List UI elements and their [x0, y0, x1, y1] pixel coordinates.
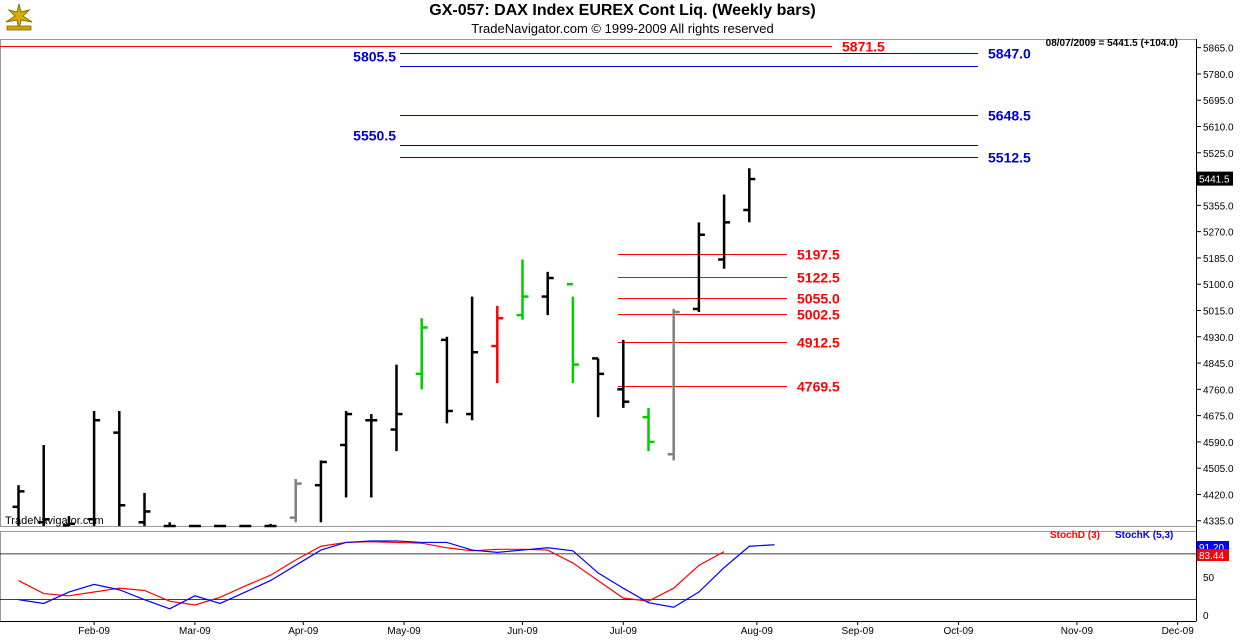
level-label: 4769.5	[797, 379, 840, 395]
price-tick-label: 5100.0	[1203, 280, 1234, 291]
price-tick-label: 4930.0	[1203, 333, 1234, 344]
price-tick-label: 4675.0	[1203, 412, 1234, 423]
level-label: 5550.5	[353, 128, 396, 144]
level-label: 5512.5	[988, 150, 1031, 166]
time-tick-label: Aug-09	[741, 626, 774, 637]
stoch-k-line	[18, 540, 775, 610]
price-tick-label: 5185.0	[1203, 254, 1234, 265]
date-price-readout: 08/07/2009 = 5441.5 (+104.0)	[1046, 38, 1178, 49]
level-label: 5122.5	[797, 270, 840, 286]
time-tick-label: Oct-09	[943, 626, 973, 637]
stoch-d-legend: StochD (3)	[1050, 530, 1100, 541]
level-label: 5648.5	[988, 108, 1031, 124]
price-tick-label: 5865.0	[1203, 44, 1234, 55]
tradenavigator-logo-icon	[5, 3, 33, 31]
level-label: 4912.5	[797, 335, 840, 351]
level-label: 5871.5	[842, 39, 885, 55]
last-price-label: 5441.5	[1199, 175, 1230, 186]
stoch-tick-label: 0	[1203, 611, 1209, 622]
price-tick-label: 5270.0	[1203, 228, 1234, 239]
price-tick-label: 5695.0	[1203, 96, 1234, 107]
stoch-d-line	[18, 541, 725, 606]
price-tick-label: 5525.0	[1203, 149, 1234, 160]
level-label: 5197.5	[797, 247, 840, 263]
time-tick-label: Apr-09	[288, 626, 318, 637]
stoch-k-value: 91.20	[1199, 543, 1224, 554]
price-tick-label: 5610.0	[1203, 123, 1234, 134]
price-tick-label: 5780.0	[1203, 70, 1234, 81]
stoch-d-value-badge	[1197, 549, 1229, 561]
chart-title: GX-057: DAX Index EUREX Cont Liq. (Weekl…	[429, 2, 816, 19]
price-tick-label: 5355.0	[1203, 201, 1234, 212]
time-tick-label: Feb-09	[78, 626, 110, 637]
time-tick-label: Sep-09	[842, 626, 875, 637]
level-label: 5002.5	[797, 307, 840, 323]
level-label: 5847.0	[988, 46, 1031, 62]
price-tick-label: 4590.0	[1203, 438, 1234, 449]
price-tick-label: 4845.0	[1203, 359, 1234, 370]
time-tick-label: Jun-09	[507, 626, 538, 637]
price-tick-label: 5015.0	[1203, 306, 1234, 317]
price-tick-label: 4760.0	[1203, 385, 1234, 396]
chart-subtitle: TradeNavigator.com © 1999-2009 All right…	[471, 21, 774, 36]
time-tick-label: Mar-09	[179, 626, 211, 637]
watermark-label: TradeNavigator.com	[5, 515, 104, 527]
level-label: 5055.0	[797, 291, 840, 307]
time-tick-label: Jul-09	[610, 626, 638, 637]
price-tick-label: 4420.0	[1203, 490, 1234, 501]
price-tick-label: 4505.0	[1203, 464, 1234, 475]
stoch-tick-label: 50	[1203, 573, 1215, 584]
stoch-k-legend: StochK (5,3)	[1115, 530, 1173, 541]
last-price-badge	[1197, 171, 1233, 186]
price-tick-label: 4335.0	[1203, 517, 1234, 528]
level-label: 5805.5	[353, 49, 396, 65]
stoch-panel-frame	[0, 531, 1197, 622]
time-tick-label: Dec-09	[1162, 626, 1195, 637]
stoch-d-value: 83.44	[1199, 551, 1224, 562]
time-tick-label: May-09	[387, 626, 421, 637]
time-tick-label: Nov-09	[1061, 626, 1094, 637]
